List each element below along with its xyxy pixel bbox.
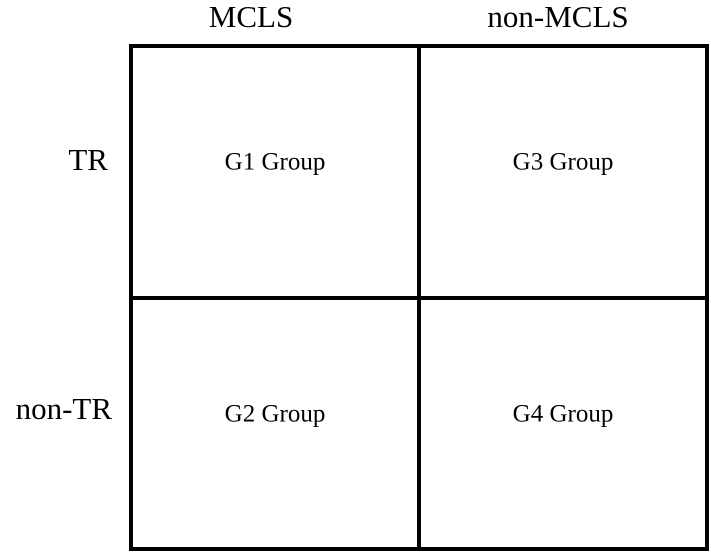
cell-label: G4 Group: [513, 401, 614, 428]
cell-label: G1 Group: [225, 149, 326, 176]
cell-label: G2 Group: [225, 401, 326, 428]
column-header: non-MCLS: [487, 0, 628, 34]
row-header: TR: [68, 142, 108, 177]
row-header: non-TR: [16, 391, 113, 426]
column-header: MCLS: [209, 0, 293, 34]
cell-label: G3 Group: [513, 149, 614, 176]
